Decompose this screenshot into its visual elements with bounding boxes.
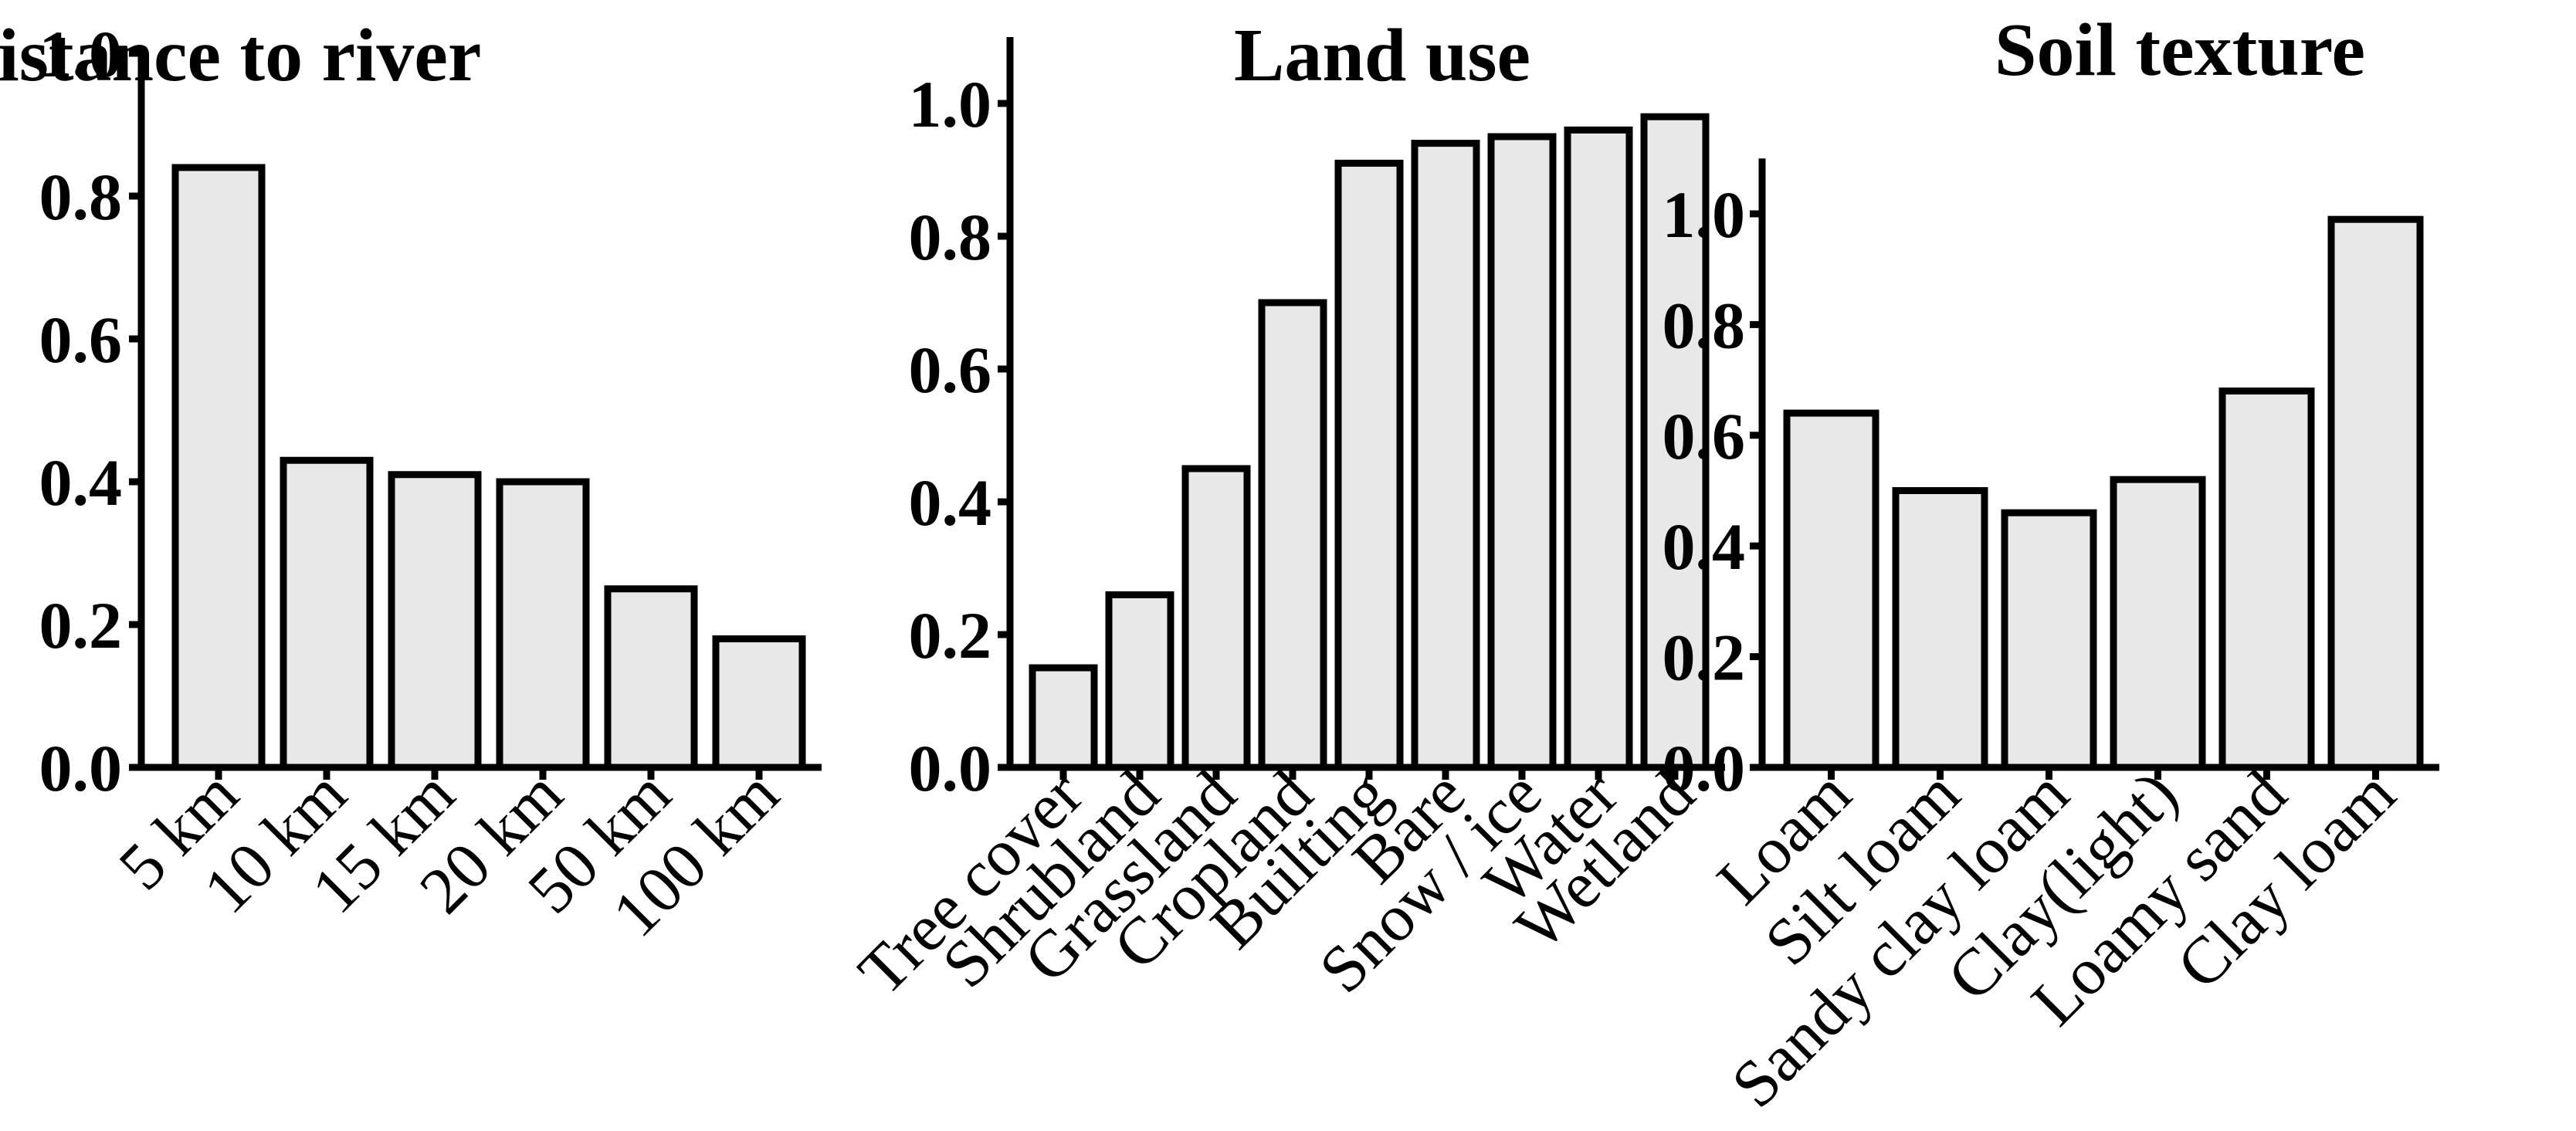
y-tick-label: 1.0 [39, 17, 123, 91]
bar [2218, 387, 2315, 771]
y-tick-label: 0.2 [909, 598, 992, 672]
chart-title: Soil texture [1995, 8, 2365, 92]
bar [1334, 159, 1404, 771]
y-tick-label: 0.6 [39, 303, 123, 377]
y-tick-label: 0.4 [1663, 510, 1746, 584]
bar [712, 635, 806, 771]
bar [1105, 591, 1174, 771]
bar [1411, 140, 1480, 771]
bar [1783, 409, 1879, 771]
bar [1029, 664, 1098, 771]
y-tick-label: 1.0 [1663, 178, 1746, 252]
bar [2110, 476, 2206, 771]
y-tick-label: 0.2 [39, 588, 123, 662]
y-tick-label: 0.8 [1663, 288, 1746, 362]
y-tick-label: 0.8 [39, 160, 123, 234]
bar [2001, 509, 2097, 771]
chart-title: Land use [1234, 14, 1530, 97]
y-tick-label: 0.8 [909, 200, 992, 274]
y-tick-label: 0.4 [39, 445, 123, 520]
y-tick-label: 0.6 [1663, 399, 1746, 473]
y-tick-label: 0.2 [1663, 621, 1746, 695]
y-tick-label: 1.0 [909, 67, 992, 141]
bar [171, 164, 266, 771]
y-tick-label: 0.0 [909, 731, 992, 805]
y-tick-label: 0.4 [909, 466, 992, 540]
bar [604, 585, 698, 771]
bar [1564, 126, 1633, 771]
bar [1487, 133, 1557, 771]
bar [1892, 487, 1988, 771]
bar [496, 478, 590, 771]
bar [1258, 299, 1327, 771]
bar [1181, 465, 1251, 771]
bar [280, 456, 374, 771]
y-tick-label: 0.0 [1663, 731, 1746, 805]
chart-title: Distance to river [0, 14, 481, 97]
y-tick-label: 0.0 [39, 731, 123, 805]
bar [388, 471, 482, 771]
y-tick-label: 0.6 [909, 333, 992, 407]
bar [2327, 215, 2424, 771]
